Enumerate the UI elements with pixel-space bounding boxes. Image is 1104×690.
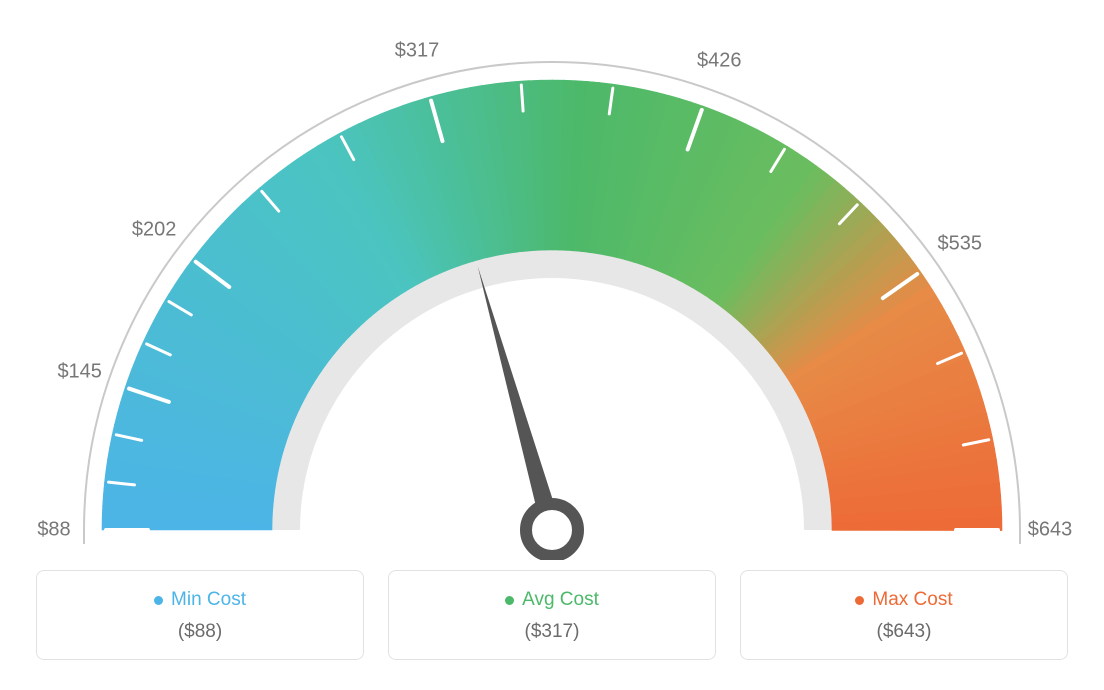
dot-max [855, 596, 864, 605]
dot-avg [505, 596, 514, 605]
tick-label: $145 [57, 361, 102, 384]
legend-row: Min Cost ($88) Avg Cost ($317) Max Cost … [0, 560, 1104, 660]
tick-label: $535 [938, 233, 983, 256]
gauge-colored-arc [102, 80, 1002, 531]
gauge-svg [0, 0, 1104, 560]
legend-title-max-text: Max Cost [872, 589, 952, 611]
legend-card-max: Max Cost ($643) [740, 570, 1068, 660]
chart-container: $88 $145 $202 $317 $426 $535 $643 Min Cost ($8… [0, 0, 1104, 690]
legend-value-avg: ($317) [399, 621, 705, 643]
gauge-needle-hub [526, 504, 578, 556]
legend-card-avg: Avg Cost ($317) [388, 570, 716, 660]
gauge-needle [478, 266, 562, 532]
legend-title-min-text: Min Cost [171, 589, 246, 611]
legend-title-min: Min Cost [154, 589, 246, 611]
legend-card-min: Min Cost ($88) [36, 570, 364, 660]
dot-min [154, 596, 163, 605]
tick-label: $643 [1028, 519, 1073, 542]
tick-label: $317 [395, 39, 440, 62]
legend-title-max: Max Cost [855, 589, 952, 611]
legend-title-avg-text: Avg Cost [522, 589, 599, 611]
tick-minor [521, 85, 523, 111]
tick-label: $88 [37, 519, 70, 542]
legend-title-avg: Avg Cost [505, 589, 599, 611]
gauge-area: $88 $145 $202 $317 $426 $535 $643 [0, 0, 1104, 560]
legend-value-min: ($88) [47, 621, 353, 643]
tick-label: $426 [697, 49, 742, 72]
legend-value-max: ($643) [751, 621, 1057, 643]
tick-label: $202 [132, 219, 177, 242]
